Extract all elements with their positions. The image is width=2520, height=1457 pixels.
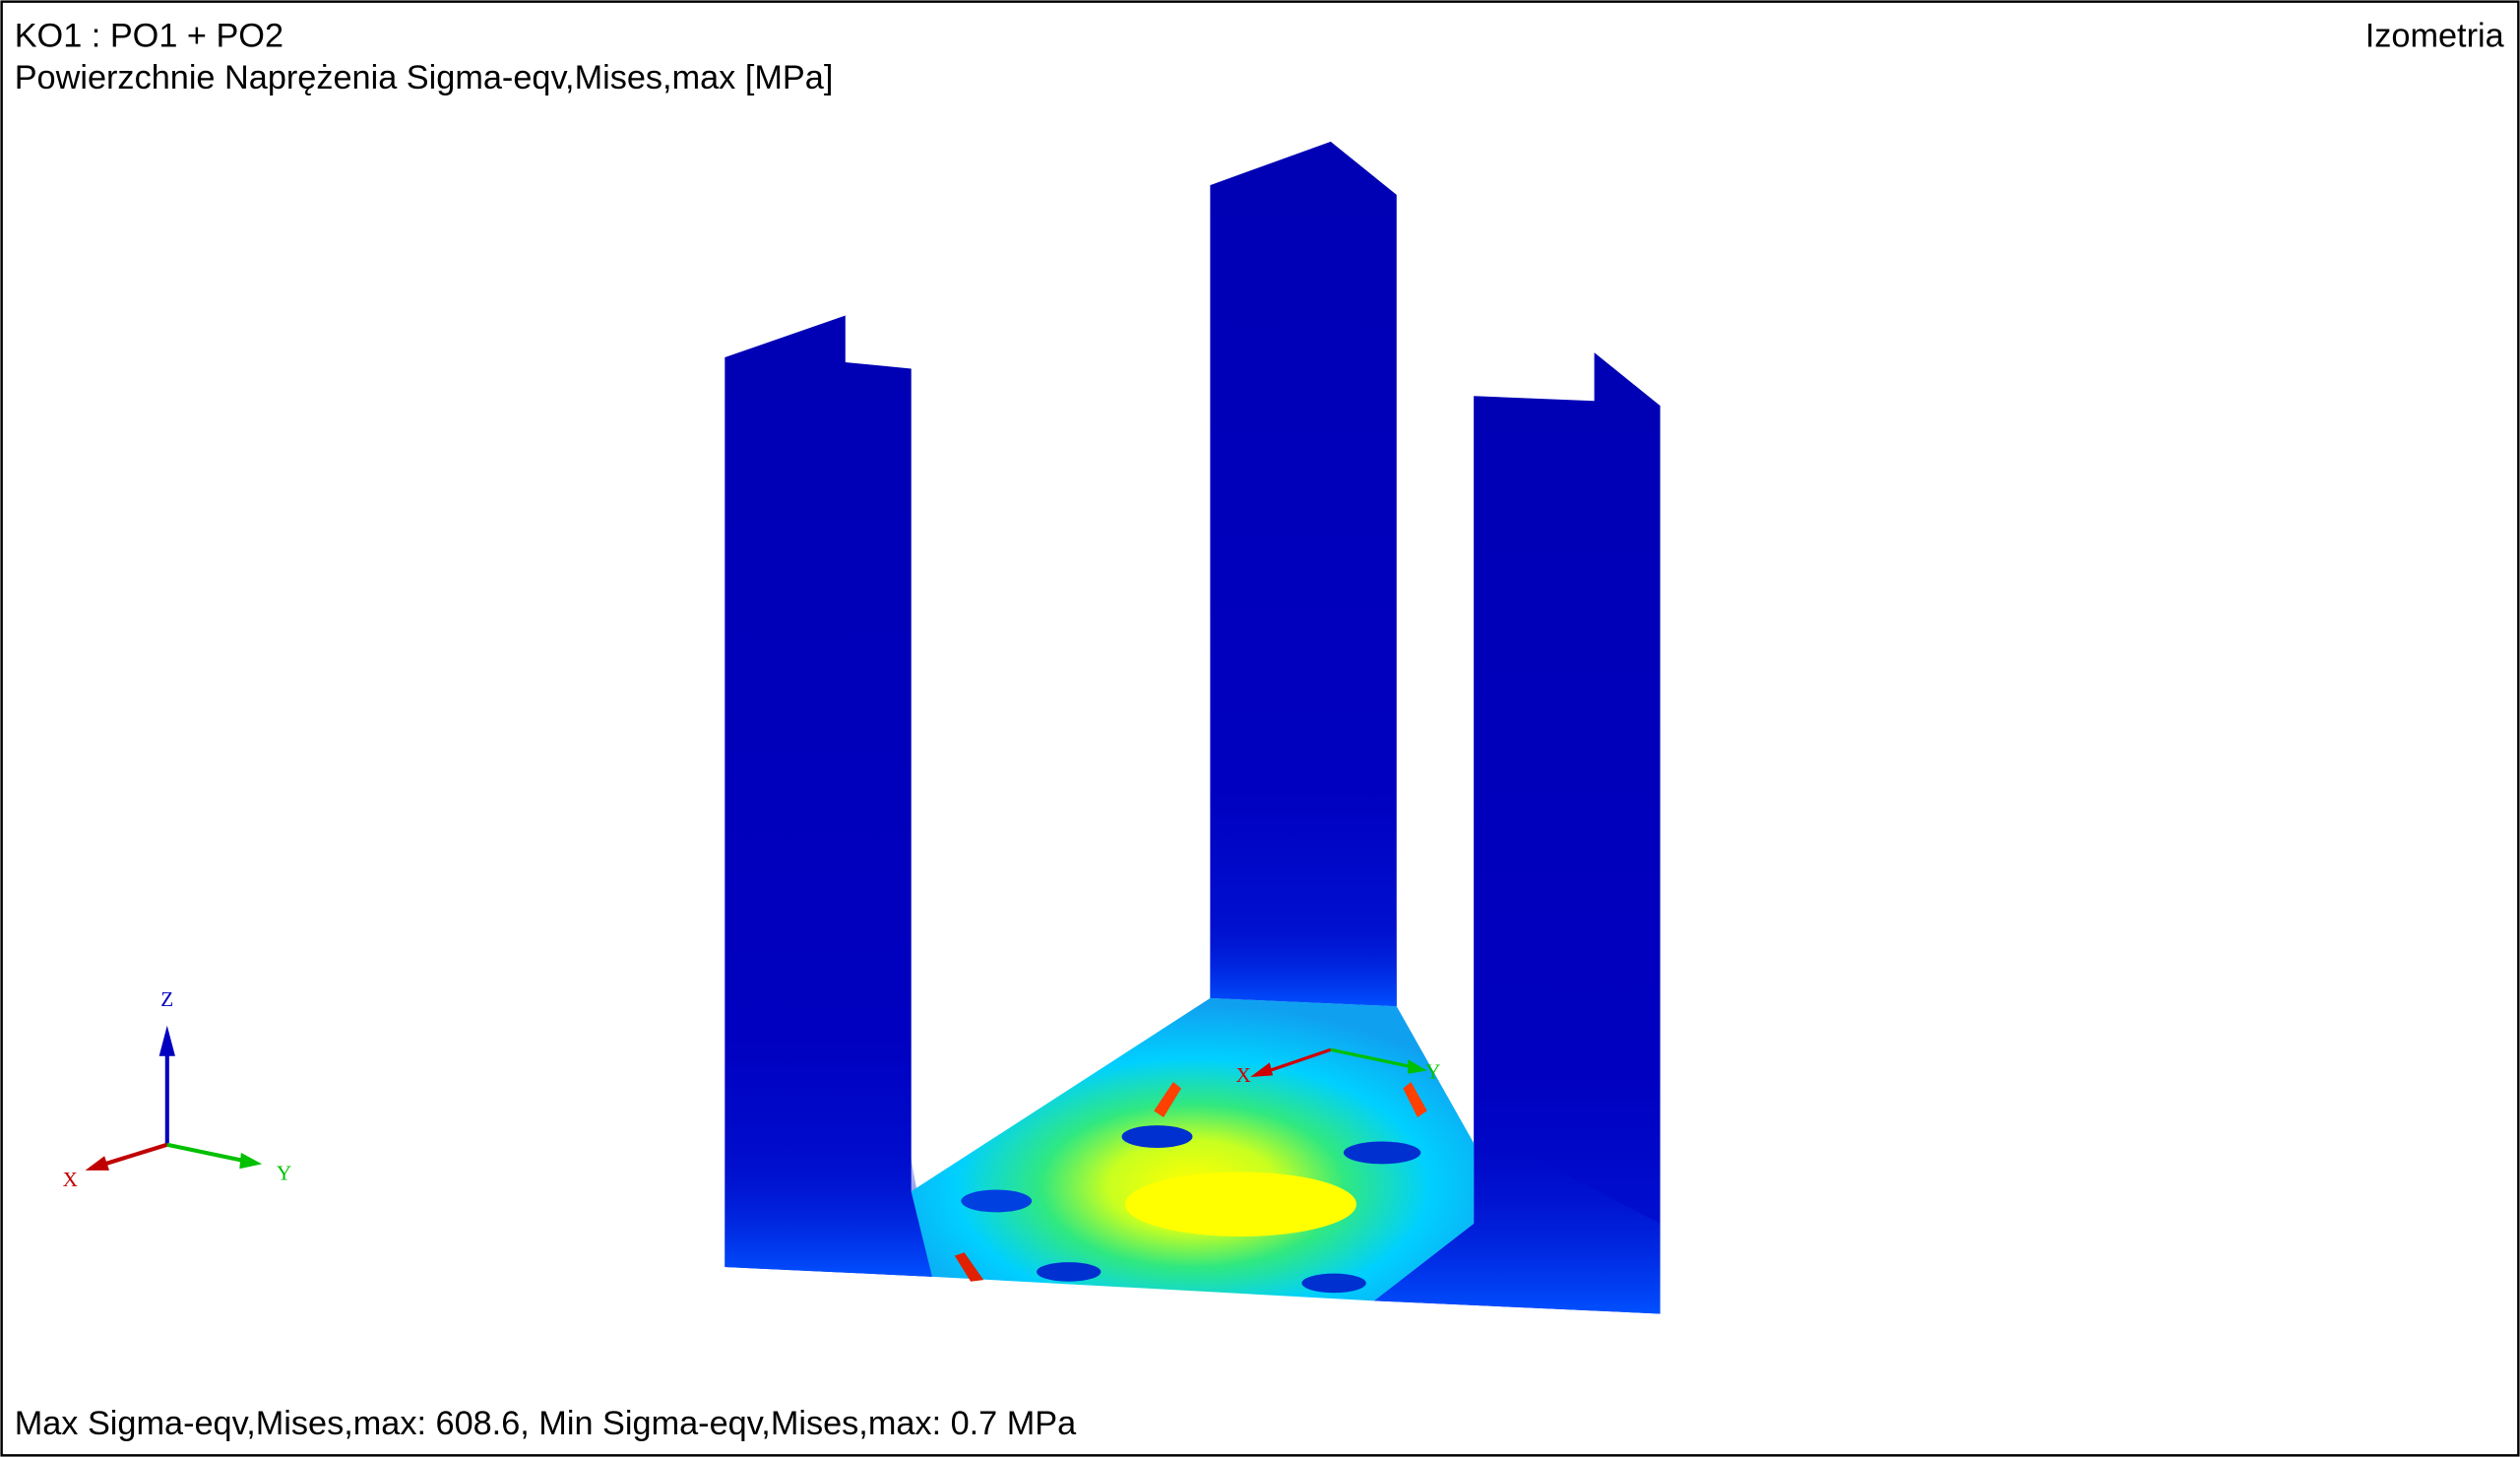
local-x-label: X	[1236, 1063, 1251, 1087]
stress-low	[961, 1189, 1033, 1213]
x-axis	[98, 1142, 168, 1168]
stress-low	[1301, 1273, 1366, 1294]
footer: Max Sigma-eqv,Mises,max: 608.6, Min Sigm…	[15, 1405, 1077, 1442]
stress-hot	[1403, 1081, 1427, 1117]
view-name: Izometria	[2365, 17, 2505, 54]
left-wall	[724, 315, 932, 1277]
arrow-head	[1250, 1062, 1274, 1078]
y-axis	[166, 1142, 245, 1164]
local-y-axis	[1330, 1047, 1416, 1069]
stress-low	[1037, 1262, 1102, 1282]
stress-hot	[954, 1252, 984, 1282]
right-wall	[1373, 352, 1661, 1314]
center-wall	[1210, 141, 1397, 1007]
local-y-label: Y	[1425, 1060, 1440, 1084]
arrow-head	[158, 1025, 175, 1056]
left-wall-stress	[724, 1126, 932, 1277]
global-axes: Z X Y	[63, 987, 291, 1191]
title: KO1 : PO1 + PO2	[15, 17, 284, 54]
stress-hot	[1154, 1081, 1181, 1117]
local-axes: X Y	[1236, 1047, 1440, 1087]
base-plate	[911, 997, 1475, 1301]
local-x-axis	[1259, 1047, 1332, 1076]
arrow-head	[1408, 1059, 1427, 1074]
center-wall-stress	[1210, 901, 1397, 1007]
stress-low	[1121, 1125, 1193, 1149]
arrow-head	[239, 1152, 263, 1170]
model	[724, 141, 1661, 1314]
z-label: Z	[160, 987, 173, 1011]
stress-peak	[1124, 1172, 1356, 1236]
stress-low	[1343, 1141, 1421, 1165]
right-wall-stress	[1373, 1126, 1661, 1314]
arrow-head	[85, 1156, 110, 1171]
x-label: X	[63, 1168, 78, 1191]
subtitle: Powierzchnie Naprężenia Sigma-eqv,Mises,…	[15, 59, 834, 96]
y-label: Y	[277, 1162, 291, 1185]
